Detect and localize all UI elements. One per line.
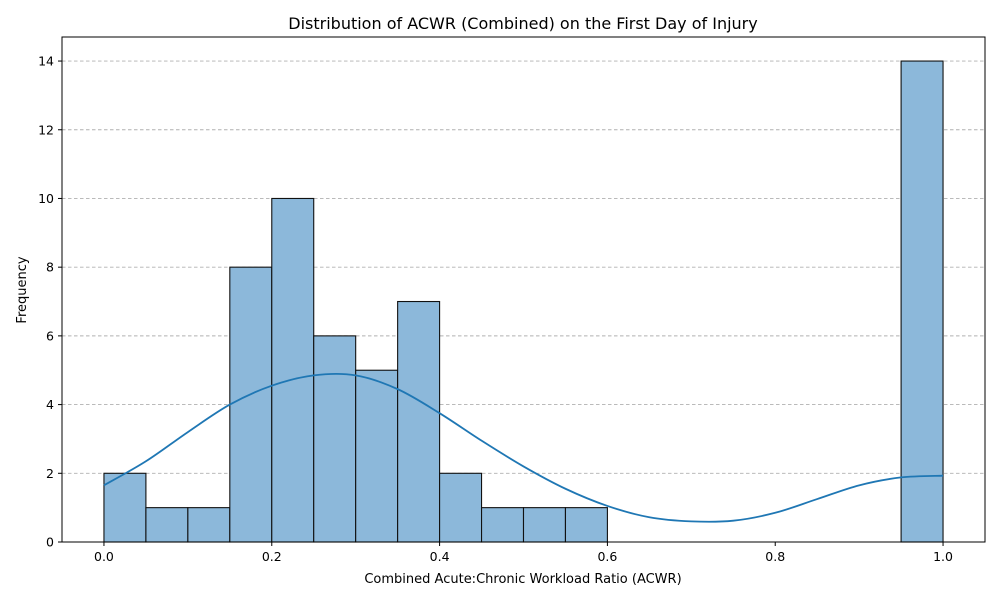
y-ticks: 0 2 4 6 8 10 12 14 (38, 54, 62, 550)
histogram-bar-3 (229, 266, 273, 543)
y-tick-label: 0 (46, 535, 54, 550)
histogram-bar-6 (355, 369, 399, 543)
histogram-bar-1 (145, 507, 189, 543)
x-tick-label: 0.8 (765, 549, 785, 564)
x-ticks: 0.0 0.2 0.4 0.6 0.8 1.0 (94, 542, 953, 564)
y-tick-label: 2 (46, 466, 54, 481)
histogram-bar-0 (103, 472, 147, 543)
histogram-bar-5 (313, 335, 357, 543)
y-tick-label: 12 (38, 122, 54, 137)
axes (61, 36, 986, 543)
histogram-bar-11 (564, 507, 608, 543)
y-tick-label: 14 (38, 54, 54, 69)
histogram-bar-10 (522, 507, 567, 543)
grid-lines (62, 60, 985, 474)
y-tick-label: 10 (38, 191, 54, 206)
x-tick-label: 0.4 (430, 549, 450, 564)
y-tick-label: 6 (46, 328, 54, 343)
histogram-bar-4 (271, 197, 315, 543)
histogram-bar-2 (187, 507, 231, 543)
x-tick-label: 0.2 (262, 549, 282, 564)
y-tick-label: 8 (46, 260, 54, 275)
x-tick-label: 0.6 (597, 549, 617, 564)
histogram-bar-7 (397, 300, 441, 543)
y-tick-label: 4 (46, 397, 54, 412)
histogram-bar-9 (480, 507, 525, 543)
x-tick-label: 0.0 (94, 549, 114, 564)
plot-frame (61, 36, 986, 543)
kde-line (103, 372, 944, 523)
y-axis-label: Frequency (15, 256, 30, 323)
x-axis-label: Combined Acute:Chronic Workload Ratio (A… (364, 572, 681, 587)
histogram-bars (103, 60, 944, 543)
histogram-bar-8 (439, 472, 483, 543)
kde-curve-layer (103, 372, 944, 523)
chart-title: Distribution of ACWR (Combined) on the F… (288, 14, 757, 33)
x-tick-label: 1.0 (933, 549, 953, 564)
histogram-bar-19 (900, 60, 944, 543)
